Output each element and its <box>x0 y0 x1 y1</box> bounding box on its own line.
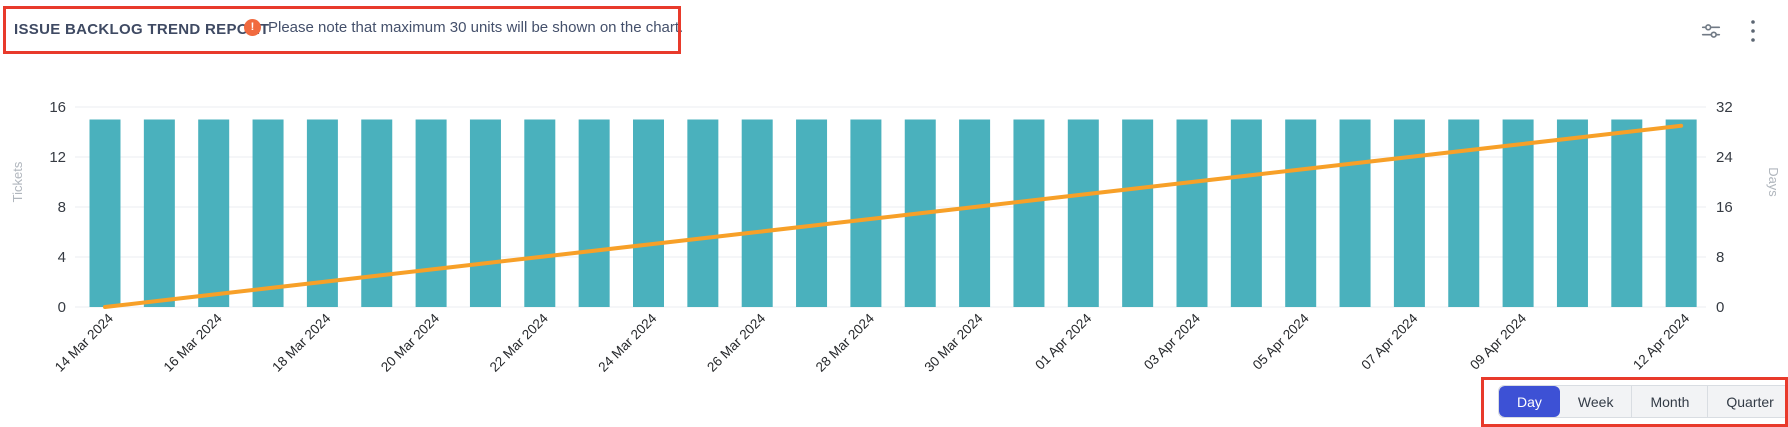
chart-note-text: Please note that maximum 30 units will b… <box>268 19 684 36</box>
x-axis-date-label: 05 Apr 2024 <box>1250 310 1312 372</box>
left-axis-tick: 8 <box>58 199 66 216</box>
right-axis-tick: 16 <box>1716 199 1733 216</box>
x-axis-date-label: 20 Mar 2024 <box>378 310 443 375</box>
right-axis-tick: 24 <box>1716 149 1733 166</box>
kebab-menu-icon[interactable] <box>1740 17 1766 45</box>
ticket-bar[interactable] <box>578 119 610 308</box>
ticket-bar[interactable] <box>1665 119 1697 308</box>
x-axis-date-label: 16 Mar 2024 <box>161 310 226 375</box>
ticket-bar[interactable] <box>687 119 719 308</box>
left-axis-tick: 4 <box>58 249 66 266</box>
left-axis-tick: 12 <box>49 149 66 166</box>
chart-toolbar <box>1698 17 1766 45</box>
right-axis-name: Days <box>1766 167 1781 197</box>
ticket-bar[interactable] <box>1393 119 1425 308</box>
ticket-bar[interactable] <box>469 119 501 308</box>
x-axis-date-label: 03 Apr 2024 <box>1141 310 1203 372</box>
ticket-bar[interactable] <box>1230 119 1262 308</box>
right-axis-tick: 0 <box>1716 299 1724 316</box>
ticket-bar[interactable] <box>1502 119 1534 308</box>
ticket-bar[interactable] <box>1339 119 1371 308</box>
ticket-bar[interactable] <box>198 119 230 308</box>
x-axis-date-label: 12 Apr 2024 <box>1630 310 1692 372</box>
ticket-bar[interactable] <box>1176 119 1208 308</box>
ticket-bar[interactable] <box>850 119 882 308</box>
x-axis-date-label: 26 Mar 2024 <box>704 310 769 375</box>
chart-note: ! Please note that maximum 30 units will… <box>244 19 683 36</box>
warning-circle-icon: ! <box>244 19 261 36</box>
ticket-bar[interactable] <box>1556 119 1588 308</box>
period-button-day[interactable]: Day <box>1499 386 1560 417</box>
left-axis-tick: 16 <box>49 99 66 116</box>
x-axis-date-label: 24 Mar 2024 <box>595 310 660 375</box>
x-axis-date-label: 09 Apr 2024 <box>1467 310 1529 372</box>
page-title: ISSUE BACKLOG TREND REPORT <box>14 21 270 38</box>
left-axis-tick: 0 <box>58 299 66 316</box>
ticket-bar[interactable] <box>143 119 175 308</box>
x-axis-date-label: 30 Mar 2024 <box>922 310 987 375</box>
ticket-bar[interactable] <box>1285 119 1317 308</box>
x-axis-date-label: 01 Apr 2024 <box>1032 310 1094 372</box>
period-button-quarter[interactable]: Quarter <box>1726 393 1774 410</box>
ticket-bar[interactable] <box>796 119 828 308</box>
ticket-bar[interactable] <box>1013 119 1045 308</box>
left-axis-name: Tickets <box>10 161 25 202</box>
ticket-bar[interactable] <box>741 119 773 308</box>
x-axis-date-label: 22 Mar 2024 <box>487 310 552 375</box>
right-axis-tick: 8 <box>1716 249 1724 266</box>
ticket-bar[interactable] <box>1067 119 1099 308</box>
x-axis-date-label: 18 Mar 2024 <box>269 310 334 375</box>
period-button-week[interactable]: Week <box>1560 386 1633 417</box>
ticket-bar[interactable] <box>633 119 664 308</box>
ticket-bar[interactable] <box>1611 119 1643 308</box>
x-axis-date-label: 07 Apr 2024 <box>1358 310 1420 372</box>
period-selector: Day Week Month Quarter <box>1498 385 1788 418</box>
right-axis-tick: 32 <box>1716 99 1733 116</box>
x-axis-date-label: 28 Mar 2024 <box>813 310 878 375</box>
x-axis-date-label: 14 Mar 2024 <box>52 310 117 375</box>
ticket-bar[interactable] <box>524 119 556 308</box>
ticket-bar[interactable] <box>1122 119 1154 308</box>
ticket-bar[interactable] <box>306 119 338 308</box>
ticket-bar[interactable] <box>89 119 121 308</box>
ticket-bar[interactable] <box>959 119 991 308</box>
days-trend-line[interactable] <box>103 123 1684 309</box>
ticket-bar[interactable] <box>252 119 284 308</box>
ticket-bar[interactable] <box>415 119 447 308</box>
filter-sliders-icon[interactable] <box>1698 17 1724 45</box>
period-button-month[interactable]: Month <box>1632 386 1709 417</box>
